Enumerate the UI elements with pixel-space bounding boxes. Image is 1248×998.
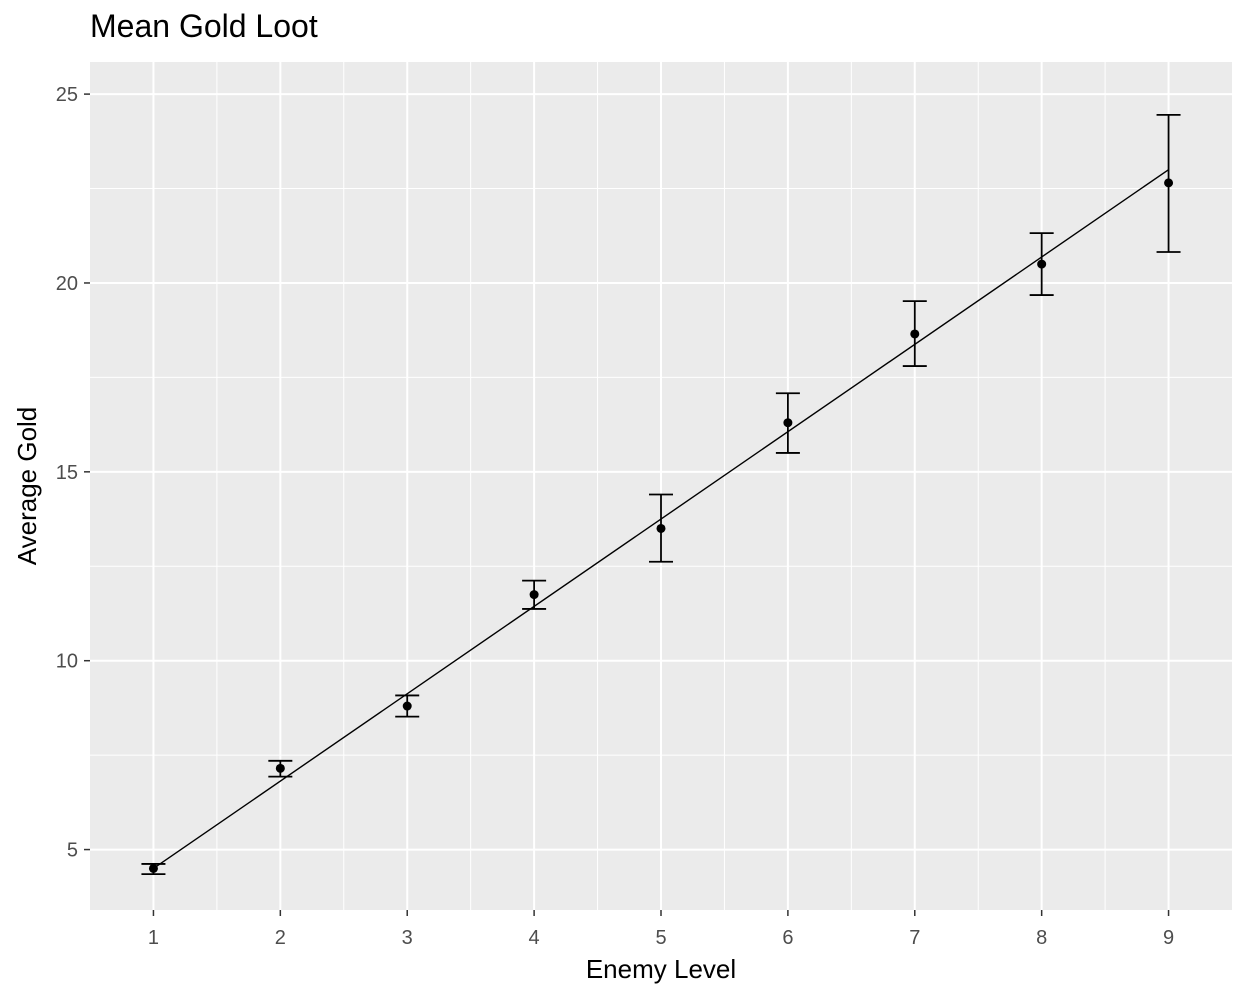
point-layer	[148, 178, 1174, 873]
data-point	[529, 590, 539, 600]
data-point	[910, 329, 920, 339]
x-tick-label: 7	[909, 927, 920, 949]
y-axis-title: Average Gold	[12, 407, 42, 566]
x-axis-title: Enemy Level	[586, 954, 736, 984]
y-tick-label: 25	[56, 84, 78, 106]
y-axis-ticks: 5 10 15 20 25	[56, 84, 90, 862]
y-tick-label: 10	[56, 651, 78, 673]
data-point	[783, 418, 793, 428]
data-point	[148, 863, 158, 873]
data-point	[402, 701, 412, 711]
x-tick-label: 1	[148, 927, 159, 949]
x-tick-label: 5	[655, 927, 666, 949]
data-point	[656, 523, 666, 533]
x-tick-label: 3	[402, 927, 413, 949]
x-tick-label: 8	[1036, 927, 1047, 949]
x-tick-label: 9	[1163, 927, 1174, 949]
data-point	[275, 763, 285, 773]
y-tick-label: 5	[67, 840, 78, 862]
chart-title: Mean Gold Loot	[90, 8, 318, 44]
x-tick-label: 4	[529, 927, 540, 949]
data-point	[1037, 259, 1047, 269]
data-point	[1164, 178, 1174, 188]
x-tick-label: 6	[782, 927, 793, 949]
x-tick-label: 2	[275, 927, 286, 949]
y-tick-label: 20	[56, 273, 78, 295]
y-tick-label: 15	[56, 462, 78, 484]
x-axis-ticks: 1 2 3 4 5 6 7 8 9	[148, 910, 1174, 949]
